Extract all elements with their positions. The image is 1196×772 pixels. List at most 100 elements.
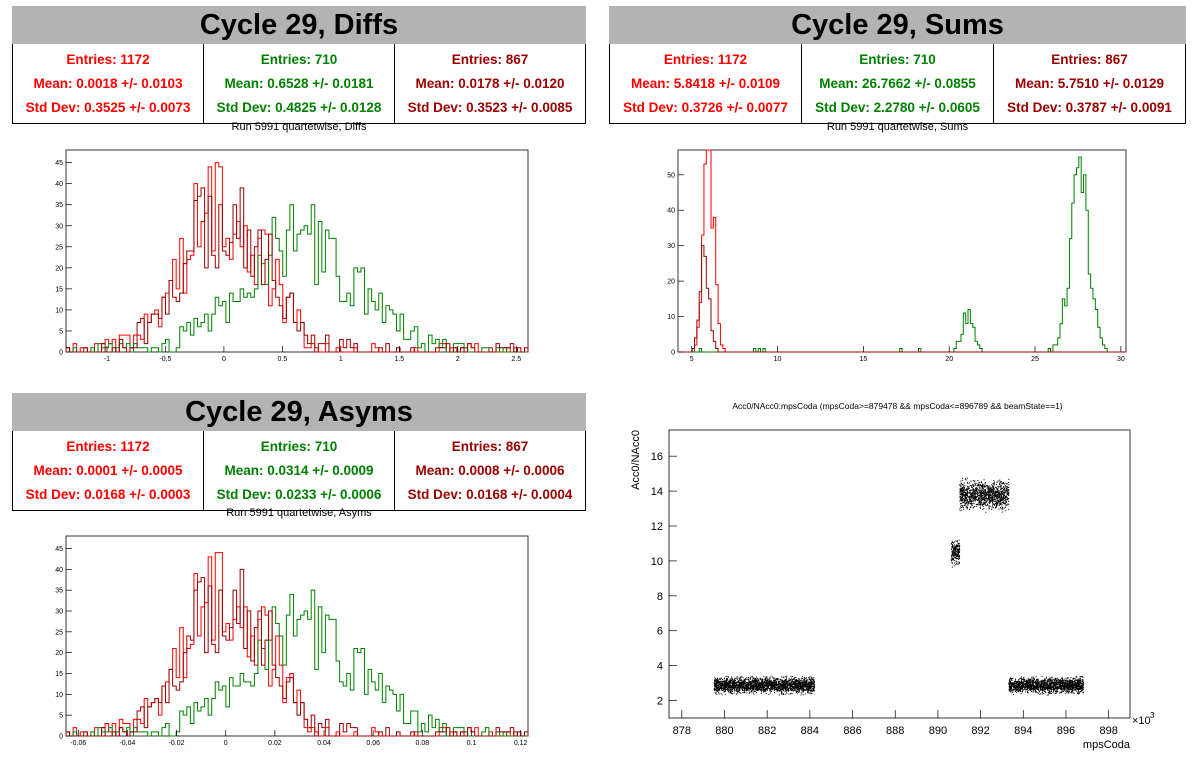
data-point: [985, 511, 987, 513]
data-point: [961, 496, 963, 498]
data-point: [1039, 681, 1041, 683]
data-point: [775, 687, 777, 689]
data-point: [727, 690, 729, 692]
data-point: [961, 491, 963, 493]
data-point: [1003, 495, 1005, 497]
data-point: [767, 684, 768, 686]
data-point: [1001, 496, 1003, 498]
data-point: [1081, 684, 1083, 686]
data-point: [807, 690, 809, 692]
data-point: [954, 560, 956, 561]
stat-entries: Entries: 710: [260, 438, 338, 454]
stat-mean: Mean: 5.7510 +/- 0.0129: [1015, 75, 1164, 91]
data-point: [751, 690, 752, 692]
data-point: [770, 680, 772, 682]
data-point: [732, 685, 734, 687]
data-point: [720, 677, 722, 679]
data-point: [812, 678, 814, 680]
data-point: [784, 686, 786, 688]
data-point: [808, 685, 810, 687]
data-point: [771, 681, 773, 683]
data-point: [798, 678, 800, 680]
data-point: [954, 548, 956, 550]
data-point: [768, 693, 770, 695]
data-point: [986, 500, 987, 502]
data-point: [791, 681, 793, 683]
data-point: [777, 689, 779, 691]
data-point: [753, 682, 755, 684]
data-point: [983, 486, 985, 488]
data-point: [1068, 691, 1070, 693]
data-point: [980, 501, 982, 503]
data-point: [1004, 499, 1006, 501]
data-point: [951, 552, 953, 554]
data-point: [1008, 683, 1010, 685]
data-point: [732, 693, 733, 695]
data-point: [956, 541, 958, 542]
data-point: [763, 686, 765, 688]
data-point: [729, 683, 730, 685]
data-point: [786, 685, 788, 687]
data-point: [722, 688, 724, 690]
data-point: [974, 480, 976, 482]
data-point: [955, 564, 957, 566]
data-point: [725, 676, 727, 677]
data-point: [726, 677, 728, 679]
data-point: [744, 688, 746, 690]
data-point: [787, 683, 789, 685]
data-point: [975, 497, 977, 499]
data-point: [993, 484, 995, 486]
data-point: [967, 492, 969, 494]
data-point: [734, 679, 735, 681]
data-point: [766, 679, 768, 681]
data-point: [973, 491, 974, 493]
data-point: [1008, 509, 1010, 511]
data-point: [958, 563, 960, 565]
data-point: [965, 479, 967, 481]
data-point: [1003, 493, 1005, 495]
data-point: [756, 682, 758, 683]
data-point: [978, 489, 980, 491]
data-point: [959, 493, 961, 495]
data-point: [992, 490, 994, 492]
data-point: [753, 688, 755, 690]
data-point: [781, 693, 782, 695]
data-point: [752, 679, 753, 681]
data-point: [994, 501, 996, 503]
data-point: [979, 498, 981, 500]
data-point: [745, 682, 746, 684]
data-point: [771, 683, 773, 685]
data-point: [966, 485, 968, 487]
data-point: [979, 500, 981, 502]
data-point: [799, 678, 801, 680]
data-point: [1013, 681, 1015, 683]
data-point: [1066, 690, 1068, 692]
data-point: [999, 503, 1001, 505]
data-point: [797, 689, 799, 691]
data-point: [805, 684, 807, 686]
data-point: [1011, 681, 1013, 683]
data-point: [952, 557, 954, 559]
data-point: [994, 495, 996, 497]
data-point: [984, 501, 986, 503]
data-point: [798, 690, 800, 692]
data-point: [792, 684, 793, 686]
data-point: [810, 686, 812, 688]
data-point: [996, 505, 998, 507]
data-point: [984, 491, 986, 493]
data-point: [976, 492, 978, 494]
data-point: [974, 489, 976, 491]
data-point: [985, 497, 987, 499]
data-point: [956, 554, 958, 556]
data-point: [1000, 508, 1002, 510]
data-point: [775, 677, 777, 679]
data-point: [991, 505, 993, 507]
data-point: [802, 681, 804, 683]
data-point: [749, 688, 750, 689]
data-point: [989, 493, 991, 495]
data-point: [985, 490, 987, 492]
data-point: [1061, 682, 1063, 684]
data-point: [763, 688, 765, 690]
x-tick-label: 15: [859, 356, 867, 363]
data-point: [757, 678, 759, 680]
